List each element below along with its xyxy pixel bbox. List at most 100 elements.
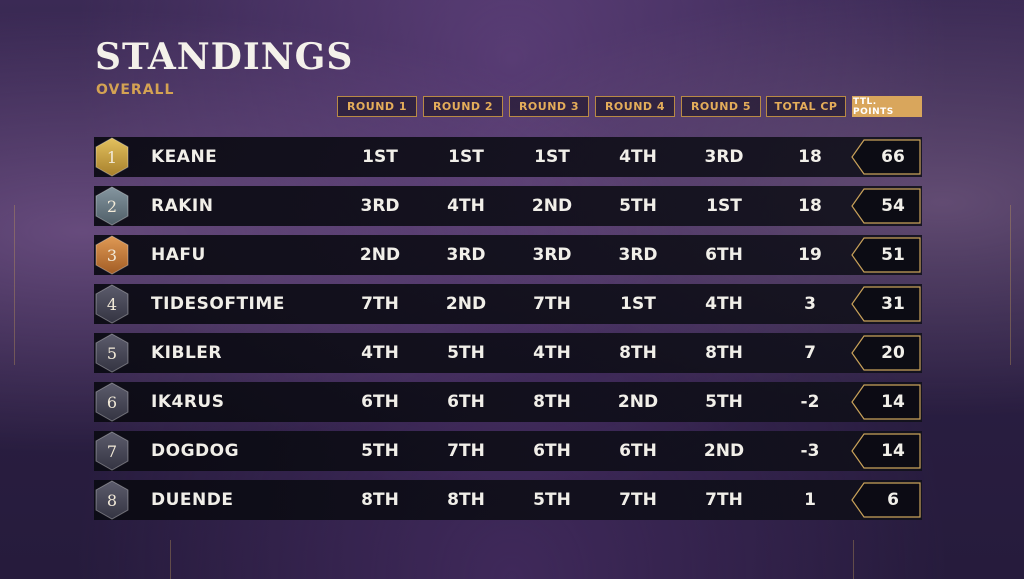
round-2-cell: 2ND xyxy=(445,294,487,314)
round-4-cell: 2ND xyxy=(617,392,659,412)
round-2-cell: 5TH xyxy=(447,343,485,363)
table-row: 5 KIBLER 4TH 5TH 4TH 8TH 8TH 7 20 xyxy=(94,333,922,373)
total-cp-cell: -3 xyxy=(800,441,820,461)
round-1-cell: 3RD xyxy=(360,196,400,216)
total-points-value: 20 xyxy=(881,343,905,363)
total-points-cell: 51 xyxy=(850,235,922,275)
total-points-value: 31 xyxy=(881,294,905,314)
round-2-cell: 4TH xyxy=(447,196,485,216)
total-points-value: 66 xyxy=(881,147,905,167)
silver-hexagon-icon: 2 xyxy=(94,186,130,226)
rank-number: 5 xyxy=(106,343,118,363)
round-1-cell: 4TH xyxy=(361,343,399,363)
column-header-round-5: ROUND 5 xyxy=(681,96,761,117)
round-3-cell: 5TH xyxy=(533,490,571,510)
round-5-cell: 3RD xyxy=(704,147,744,167)
round-4-cell: 5TH xyxy=(619,196,657,216)
frame-line-left xyxy=(0,205,15,365)
total-cp-cell: 19 xyxy=(798,245,822,265)
table-row: 6 IK4RUS 6TH 6TH 8TH 2ND 5TH -2 14 xyxy=(94,382,922,422)
total-points-cell: 6 xyxy=(850,480,922,520)
rank-number: 3 xyxy=(106,245,118,265)
total-points-cell: 31 xyxy=(850,284,922,324)
round-2-cell: 1ST xyxy=(448,147,484,167)
total-points-value: 6 xyxy=(887,490,899,510)
player-name: KIBLER xyxy=(151,343,222,363)
round-3-cell: 7TH xyxy=(533,294,571,314)
rank-number: 6 xyxy=(106,392,118,412)
round-3-cell: 1ST xyxy=(534,147,570,167)
player-name: KEANE xyxy=(151,147,218,167)
round-4-cell: 7TH xyxy=(619,490,657,510)
table-row: 1 KEANE 1ST 1ST 1ST 4TH 3RD 18 66 xyxy=(94,137,922,177)
round-4-cell: 3RD xyxy=(618,245,658,265)
round-2-cell: 8TH xyxy=(447,490,485,510)
round-2-cell: 3RD xyxy=(446,245,486,265)
rank-number: 2 xyxy=(106,196,118,216)
frame-line-bottom-right xyxy=(853,540,855,579)
table-row: 2 RAKIN 3RD 4TH 2ND 5TH 1ST 18 54 xyxy=(94,186,922,226)
total-cp-cell: 18 xyxy=(798,196,822,216)
round-3-cell: 3RD xyxy=(532,245,572,265)
rank-number: 7 xyxy=(106,441,118,461)
round-1-cell: 7TH xyxy=(361,294,399,314)
column-header-round-3: ROUND 3 xyxy=(509,96,589,117)
round-5-cell: 8TH xyxy=(705,343,743,363)
round-5-cell: 7TH xyxy=(705,490,743,510)
column-header-total-cp: TOTAL CP xyxy=(766,96,846,117)
column-header-round-2: ROUND 2 xyxy=(423,96,503,117)
points-frame-icon xyxy=(851,335,921,371)
column-header-total-points: TTL. POINTS xyxy=(852,96,922,117)
points-frame-icon xyxy=(851,482,921,518)
total-points-value: 14 xyxy=(881,441,905,461)
column-header-round-4: ROUND 4 xyxy=(595,96,675,117)
points-frame-icon xyxy=(851,139,921,175)
total-points-value: 14 xyxy=(881,392,905,412)
rank-number: 4 xyxy=(106,294,118,314)
round-5-cell: 2ND xyxy=(703,441,745,461)
round-4-cell: 4TH xyxy=(619,147,657,167)
table-row: 7 DOGDOG 5TH 7TH 6TH 6TH 2ND -3 14 xyxy=(94,431,922,471)
column-header-round-1: ROUND 1 xyxy=(337,96,417,117)
gold-hexagon-icon: 1 xyxy=(94,137,130,177)
rank-number: 8 xyxy=(106,490,118,510)
player-name: RAKIN xyxy=(151,196,214,216)
total-points-cell: 66 xyxy=(850,137,922,177)
total-cp-cell: 7 xyxy=(804,343,816,363)
total-cp-cell: 18 xyxy=(798,147,822,167)
player-name: HAFU xyxy=(151,245,206,265)
round-1-cell: 6TH xyxy=(361,392,399,412)
points-frame-icon xyxy=(851,188,921,224)
round-4-cell: 1ST xyxy=(620,294,656,314)
points-frame-icon xyxy=(851,384,921,420)
total-cp-cell: 1 xyxy=(804,490,816,510)
player-name: IK4RUS xyxy=(151,392,225,412)
bronze-hexagon-icon: 3 xyxy=(94,235,130,275)
round-5-cell: 1ST xyxy=(706,196,742,216)
player-name: TIDESOFTIME xyxy=(151,294,285,314)
total-cp-cell: 3 xyxy=(804,294,816,314)
hexagon-icon: 6 xyxy=(94,382,130,422)
round-5-cell: 6TH xyxy=(705,245,743,265)
hexagon-icon: 8 xyxy=(94,480,130,520)
round-1-cell: 8TH xyxy=(361,490,399,510)
round-3-cell: 6TH xyxy=(533,441,571,461)
player-name: DUENDE xyxy=(151,490,234,510)
table-row: 4 TIDESOFTIME 7TH 2ND 7TH 1ST 4TH 3 31 xyxy=(94,284,922,324)
hexagon-icon: 4 xyxy=(94,284,130,324)
round-5-cell: 4TH xyxy=(705,294,743,314)
round-2-cell: 7TH xyxy=(447,441,485,461)
frame-line-bottom-left xyxy=(170,540,172,579)
round-5-cell: 5TH xyxy=(705,392,743,412)
total-points-cell: 54 xyxy=(850,186,922,226)
total-points-value: 51 xyxy=(881,245,905,265)
round-3-cell: 8TH xyxy=(533,392,571,412)
player-name: DOGDOG xyxy=(151,441,240,461)
page-subtitle: OVERALL xyxy=(96,82,175,98)
round-1-cell: 1ST xyxy=(362,147,398,167)
total-points-cell: 14 xyxy=(850,382,922,422)
total-points-cell: 20 xyxy=(850,333,922,373)
round-3-cell: 4TH xyxy=(533,343,571,363)
rank-number: 1 xyxy=(106,147,118,167)
hexagon-icon: 5 xyxy=(94,333,130,373)
